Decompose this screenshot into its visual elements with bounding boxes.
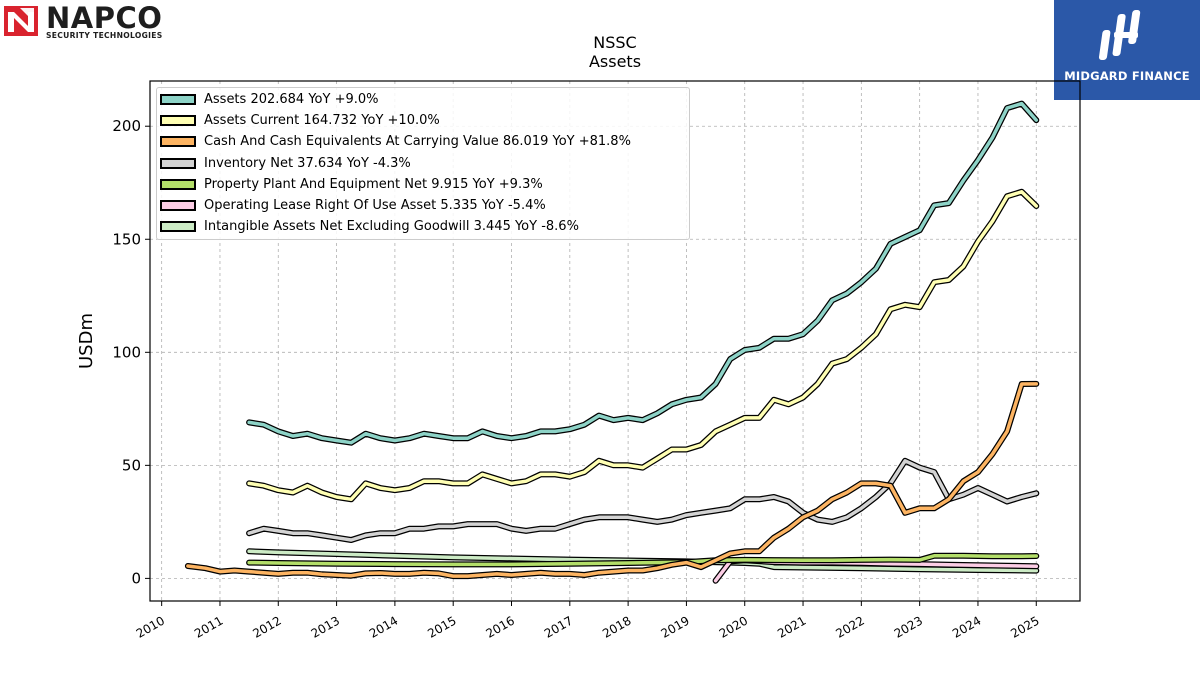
x-tick-label: 2011 [192,613,225,640]
legend: Assets 202.684 YoY +9.0% Assets Current 1… [156,87,690,240]
series-property-plant-and-equipment-net [246,552,1040,568]
midgard-mark-icon [1098,10,1141,60]
series-line [247,459,1039,542]
series-lines [184,100,1040,584]
legend-label: Assets 202.684 YoY +9.0% [204,92,379,107]
legend-swatch [160,115,196,127]
series-assets [246,100,1040,446]
x-tick-label: 2016 [484,613,517,640]
series-line [247,554,1039,567]
plot-frame [149,80,1081,602]
x-tick-label: 2018 [600,613,633,640]
x-tick-label: 2019 [658,613,691,640]
x-tick-label: 2020 [717,613,750,640]
napco-mark-icon [4,6,38,36]
y-axis-label: USDm [76,313,97,369]
legend-label: Operating Lease Right Of Use Asset 5.335… [204,198,546,213]
legend-swatch [160,94,196,105]
brand-name: NAPCO [46,1,163,35]
series-line [247,101,1039,445]
y-tick-label: 150 [112,230,141,248]
legend-label: Inventory Net 37.634 YoY -4.3% [204,155,411,171]
series-line [247,190,1039,502]
x-tick-label: 2017 [542,613,575,640]
series-line [186,382,1039,578]
legend-swatch [160,200,196,211]
brand-subtitle: SECURITY TECHNOLOGIES [46,31,163,40]
legend-label: Property Plant And Equipment Net 9.915 Y… [204,176,543,192]
chart-subtitle: Assets [588,52,642,71]
x-tick-label: 2021 [775,613,808,640]
y-tick-label: 200 [112,117,141,135]
x-tick-label: 2014 [367,613,400,640]
legend-label: Cash And Cash Equivalents At Carrying Va… [204,134,631,150]
legend-label: Assets Current 164.732 YoY +10.0% [204,113,440,129]
legend-label: Intangible Assets Net Excluding Goodwill… [204,219,579,235]
y-tick-label: 50 [122,456,141,474]
series-inventory-net [246,457,1040,543]
series-outline [246,457,1040,543]
series-assets-current [246,188,1040,503]
x-tick-label: 2012 [250,613,283,640]
legend-swatch [160,221,196,233]
chart-title: NSSC [593,33,637,52]
series-cash-and-cash-equivalents-at-carrying-value [184,380,1040,580]
y-tick-label: 0 [131,569,141,587]
x-tick-label: 2022 [833,613,866,640]
legend-swatch [160,178,196,190]
midgard-finance-text: MIDGARD FINANCE [1064,69,1190,83]
midgard-finance-logo: MIDGARD FINANCE [1054,0,1200,100]
series-outline [184,380,1040,580]
legend-swatch [160,157,196,169]
x-tick-label: 2010 [134,613,167,640]
legend-swatch [160,136,196,148]
x-tick-label: 2024 [950,613,983,640]
x-tick-label: 2025 [1008,613,1041,640]
x-tick-label: 2013 [309,613,342,640]
napco-logo: NAPCO SECURITY TECHNOLOGIES [4,1,214,40]
y-tick-label: 100 [112,343,141,361]
x-tick-label: 2023 [892,613,925,640]
x-tick-label: 2015 [425,613,458,640]
